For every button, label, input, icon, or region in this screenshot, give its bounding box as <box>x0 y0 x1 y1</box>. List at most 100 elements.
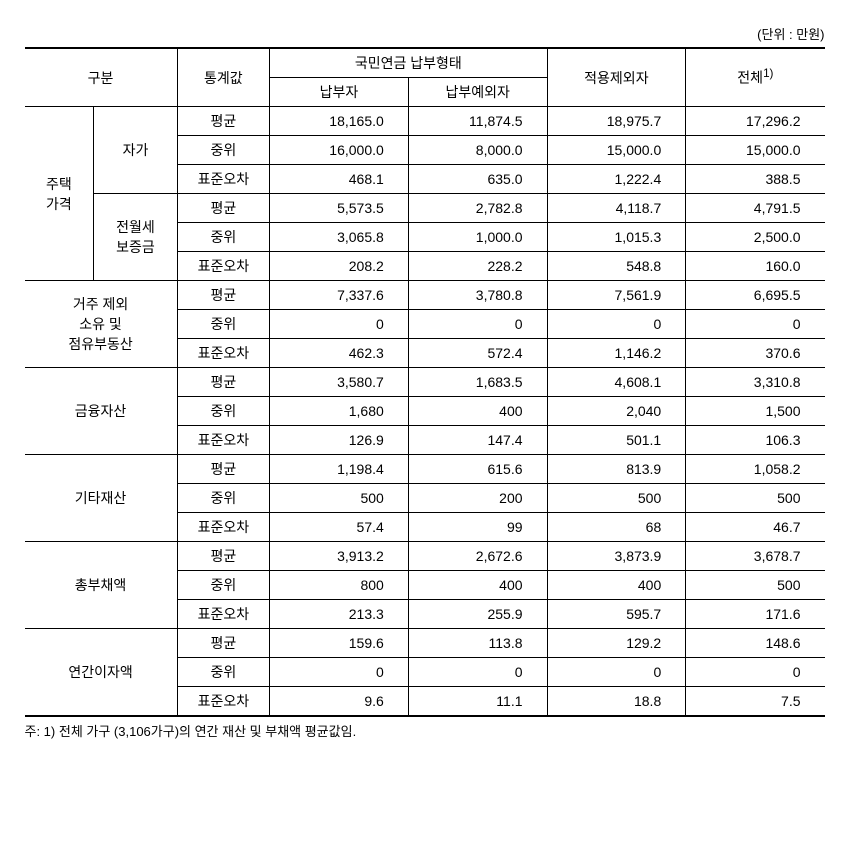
cell: 3,678.7 <box>686 542 825 571</box>
cell: 462.3 <box>270 339 409 368</box>
stat-label: 평균 <box>177 107 269 136</box>
cell: 9.6 <box>270 687 409 717</box>
stat-label: 중위 <box>177 571 269 600</box>
cell: 148.6 <box>686 629 825 658</box>
cell: 4,608.1 <box>547 368 686 397</box>
cell: 2,040 <box>547 397 686 426</box>
cell: 147.4 <box>408 426 547 455</box>
hdr-category: 구분 <box>25 48 178 107</box>
cell: 0 <box>547 658 686 687</box>
stat-label: 중위 <box>177 658 269 687</box>
cell: 126.9 <box>270 426 409 455</box>
cell: 11.1 <box>408 687 547 717</box>
stat-label: 평균 <box>177 542 269 571</box>
cell: 500 <box>686 571 825 600</box>
cell: 57.4 <box>270 513 409 542</box>
cell: 3,913.2 <box>270 542 409 571</box>
hdr-col4-text: 전체 <box>737 70 763 86</box>
cell: 1,680 <box>270 397 409 426</box>
cell: 1,222.4 <box>547 165 686 194</box>
cat-debt: 총부채액 <box>25 542 178 629</box>
cell: 46.7 <box>686 513 825 542</box>
cell: 500 <box>686 484 825 513</box>
cell: 11,874.5 <box>408 107 547 136</box>
cell: 2,782.8 <box>408 194 547 223</box>
hdr-col1: 납부자 <box>270 78 409 107</box>
cell: 370.6 <box>686 339 825 368</box>
cell: 15,000.0 <box>686 136 825 165</box>
stats-table: 구분 통계값 국민연금 납부형태 적용제외자 전체1) 납부자 납부예외자 주택… <box>25 47 825 717</box>
cat-other-real: 거주 제외 소유 및 점유부동산 <box>25 281 178 368</box>
cell: 0 <box>270 658 409 687</box>
stat-label: 표준오차 <box>177 165 269 194</box>
stat-label: 표준오차 <box>177 513 269 542</box>
stat-label: 표준오차 <box>177 600 269 629</box>
cell: 160.0 <box>686 252 825 281</box>
cell: 3,580.7 <box>270 368 409 397</box>
cell: 7.5 <box>686 687 825 717</box>
stat-label: 중위 <box>177 223 269 252</box>
cell: 572.4 <box>408 339 547 368</box>
cell: 106.3 <box>686 426 825 455</box>
cell: 3,873.9 <box>547 542 686 571</box>
cell: 635.0 <box>408 165 547 194</box>
cell: 800 <box>270 571 409 600</box>
cell: 113.8 <box>408 629 547 658</box>
cell: 400 <box>408 397 547 426</box>
cell: 4,118.7 <box>547 194 686 223</box>
footnote: 주: 1) 전체 가구 (3,106가구)의 연간 재산 및 부채액 평균값임. <box>25 721 825 740</box>
cell: 0 <box>686 310 825 339</box>
cell: 18,975.7 <box>547 107 686 136</box>
cell: 129.2 <box>547 629 686 658</box>
stat-label: 평균 <box>177 281 269 310</box>
cell: 99 <box>408 513 547 542</box>
cell: 595.7 <box>547 600 686 629</box>
cell: 3,310.8 <box>686 368 825 397</box>
cell: 1,500 <box>686 397 825 426</box>
stat-label: 표준오차 <box>177 252 269 281</box>
cell: 208.2 <box>270 252 409 281</box>
cell: 1,683.5 <box>408 368 547 397</box>
cell: 400 <box>547 571 686 600</box>
hdr-col4-sup: 1) <box>763 67 773 80</box>
cell: 5,573.5 <box>270 194 409 223</box>
cell: 1,146.2 <box>547 339 686 368</box>
cell: 0 <box>547 310 686 339</box>
cell: 8,000.0 <box>408 136 547 165</box>
cell: 0 <box>408 310 547 339</box>
cell: 228.2 <box>408 252 547 281</box>
stat-label: 중위 <box>177 136 269 165</box>
hdr-col2: 납부예외자 <box>408 78 547 107</box>
cell: 213.3 <box>270 600 409 629</box>
cat-fin: 금융자산 <box>25 368 178 455</box>
subcat-own: 자가 <box>94 107 177 194</box>
cell: 159.6 <box>270 629 409 658</box>
cell: 1,198.4 <box>270 455 409 484</box>
cell: 548.8 <box>547 252 686 281</box>
stat-label: 평균 <box>177 455 269 484</box>
stat-label: 표준오차 <box>177 687 269 717</box>
stat-label: 중위 <box>177 484 269 513</box>
cell: 500 <box>547 484 686 513</box>
cell: 3,065.8 <box>270 223 409 252</box>
cell: 6,695.5 <box>686 281 825 310</box>
stat-label: 중위 <box>177 310 269 339</box>
cell: 1,058.2 <box>686 455 825 484</box>
cell: 7,561.9 <box>547 281 686 310</box>
stat-label: 중위 <box>177 397 269 426</box>
cell: 2,672.6 <box>408 542 547 571</box>
cell: 500 <box>270 484 409 513</box>
unit-label: (단위 : 만원) <box>25 24 825 43</box>
cell: 501.1 <box>547 426 686 455</box>
cat-housing: 주택 가격 <box>25 107 94 281</box>
cell: 3,780.8 <box>408 281 547 310</box>
cat-etc: 기타재산 <box>25 455 178 542</box>
stat-label: 표준오차 <box>177 339 269 368</box>
stat-label: 평균 <box>177 629 269 658</box>
cell: 615.6 <box>408 455 547 484</box>
hdr-stat: 통계값 <box>177 48 269 107</box>
cell: 68 <box>547 513 686 542</box>
cell: 0 <box>408 658 547 687</box>
stat-label: 평균 <box>177 194 269 223</box>
cell: 2,500.0 <box>686 223 825 252</box>
